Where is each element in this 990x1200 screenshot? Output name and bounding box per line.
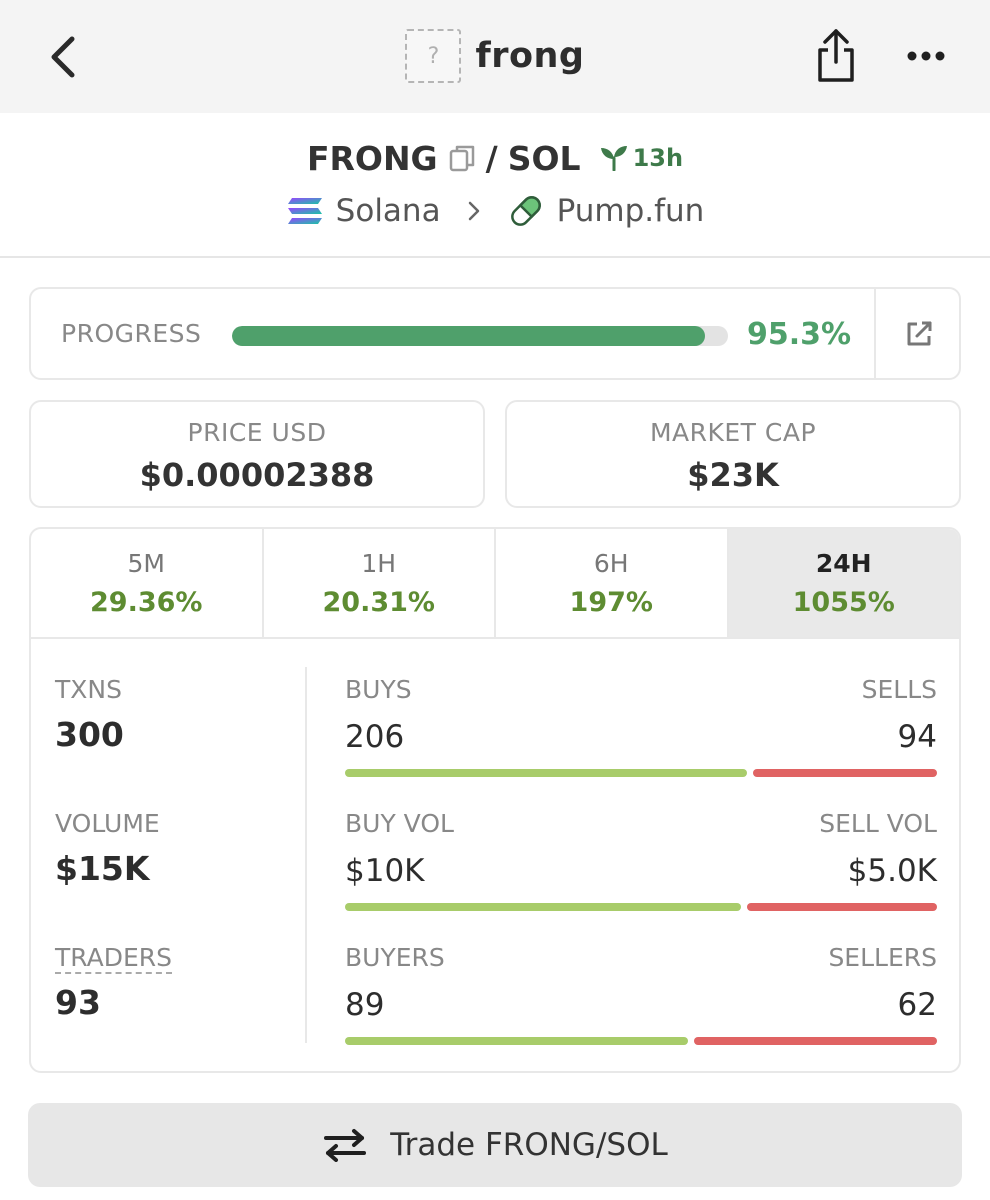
back-chevron-icon — [51, 36, 75, 78]
more-options-button[interactable] — [900, 36, 952, 76]
txns-value: 300 — [55, 715, 124, 754]
tab-change-value: 29.36% — [90, 587, 203, 618]
swap-arrows-icon — [324, 1129, 367, 1162]
top-nav-bar: ? frong — [0, 0, 990, 113]
open-external-button[interactable] — [874, 289, 961, 378]
chain-name[interactable]: Solana — [335, 193, 441, 229]
sells-bar — [753, 769, 937, 777]
sell-volume-value: $5.0K — [847, 853, 937, 889]
summary-metrics: TXNS 300 VOLUME $15K TRADERS 93 — [31, 639, 307, 1071]
tab-change-value: 20.31% — [322, 587, 435, 618]
share-icon — [818, 29, 854, 82]
back-button[interactable] — [38, 28, 88, 86]
tab-change-value: 1055% — [792, 587, 895, 618]
seedling-icon — [600, 146, 627, 171]
progress-label: PROGRESS — [61, 319, 202, 348]
share-button[interactable] — [808, 26, 864, 86]
sells-label: SELLS — [861, 675, 937, 704]
price-usd-label: PRICE USD — [187, 418, 327, 447]
chevron-right-icon — [468, 201, 479, 221]
timeframe-tabs: 5M 29.36% 1H 20.31% 6H 197% 24H 1055% — [31, 529, 959, 639]
trade-button-label: Trade FRONG/SOL — [390, 1127, 668, 1163]
buyers-value: 89 — [345, 987, 385, 1023]
buyers-label: BUYERS — [345, 943, 445, 972]
buy-volume-label: BUY VOL — [345, 809, 454, 838]
bonding-progress-card: PROGRESS 95.3% — [29, 287, 961, 380]
buys-value: 206 — [345, 719, 405, 755]
tab-label: 5M — [127, 549, 165, 578]
tab-label: 6H — [593, 549, 629, 578]
page-title: frong — [475, 36, 585, 76]
volume-value: $15K — [55, 849, 150, 888]
price-usd-value: $0.00002388 — [139, 456, 375, 494]
token-logo-placeholder: ? — [405, 29, 462, 83]
external-link-icon — [907, 321, 931, 345]
pair-age-badge: 13h — [599, 144, 683, 172]
txns-label: TXNS — [55, 675, 122, 704]
buy-volume-value: $10K — [345, 853, 425, 889]
sell-volume-label: SELL VOL — [819, 809, 937, 838]
tab-1h[interactable]: 1H 20.31% — [264, 529, 496, 637]
pair-quote-symbol: SOL — [507, 138, 581, 178]
nav-title-group: ? frong — [0, 28, 990, 84]
pair-base-symbol: FRONG — [306, 138, 438, 178]
market-cap-label: MARKET CAP — [649, 418, 817, 447]
sellers-bar — [694, 1037, 937, 1045]
sell-volume-bar — [747, 903, 937, 911]
dex-name[interactable]: Pump.fun — [556, 193, 705, 229]
tab-24h[interactable]: 24H 1055% — [728, 529, 959, 637]
header-divider — [0, 256, 990, 258]
column-divider — [305, 667, 307, 1043]
solana-icon — [287, 198, 322, 224]
traders-label[interactable]: TRADERS — [55, 943, 173, 974]
price-usd-card: PRICE USD $0.00002388 — [29, 400, 485, 508]
tab-label: 1H — [361, 549, 397, 578]
trading-stats-card: 5M 29.36% 1H 20.31% 6H 197% 24H 1055% TX… — [29, 527, 961, 1073]
sellers-label: SELLERS — [828, 943, 937, 972]
market-cap-value: $23K — [687, 456, 779, 494]
traders-value: 93 — [55, 983, 101, 1022]
volume-split-row: BUY VOL SELL VOL $10K $5.0K — [345, 809, 937, 919]
pill-icon — [510, 196, 541, 226]
progress-value: 95.3% — [747, 317, 852, 352]
tab-label: 24H — [815, 549, 872, 578]
trade-button[interactable]: Trade FRONG/SOL — [28, 1103, 962, 1187]
sellers-value: 62 — [897, 987, 937, 1023]
tab-6h[interactable]: 6H 197% — [496, 529, 729, 637]
buys-bar — [345, 769, 747, 777]
buyers-sellers-row: BUYERS SELLERS 89 62 — [345, 943, 937, 1053]
progress-bar-fill — [232, 326, 705, 346]
more-icon — [907, 51, 945, 61]
copy-icon[interactable] — [448, 143, 476, 173]
buys-sells-row: BUYS SELLS 206 94 — [345, 675, 937, 785]
chain-breadcrumb: Solana Pump.fun — [0, 188, 990, 234]
market-cap-card: MARKET CAP $23K — [505, 400, 961, 508]
buy-volume-bar — [345, 903, 741, 911]
pair-age-text: 13h — [632, 144, 684, 172]
progress-bar — [232, 326, 728, 346]
buys-label: BUYS — [345, 675, 412, 704]
pair-title: FRONG / SOL 13h — [0, 134, 990, 182]
pair-separator: / — [485, 138, 498, 178]
tab-5m[interactable]: 5M 29.36% — [31, 529, 264, 637]
volume-label: VOLUME — [55, 809, 160, 838]
buyers-bar — [345, 1037, 688, 1045]
tab-change-value: 197% — [569, 587, 653, 618]
sells-value: 94 — [897, 719, 937, 755]
